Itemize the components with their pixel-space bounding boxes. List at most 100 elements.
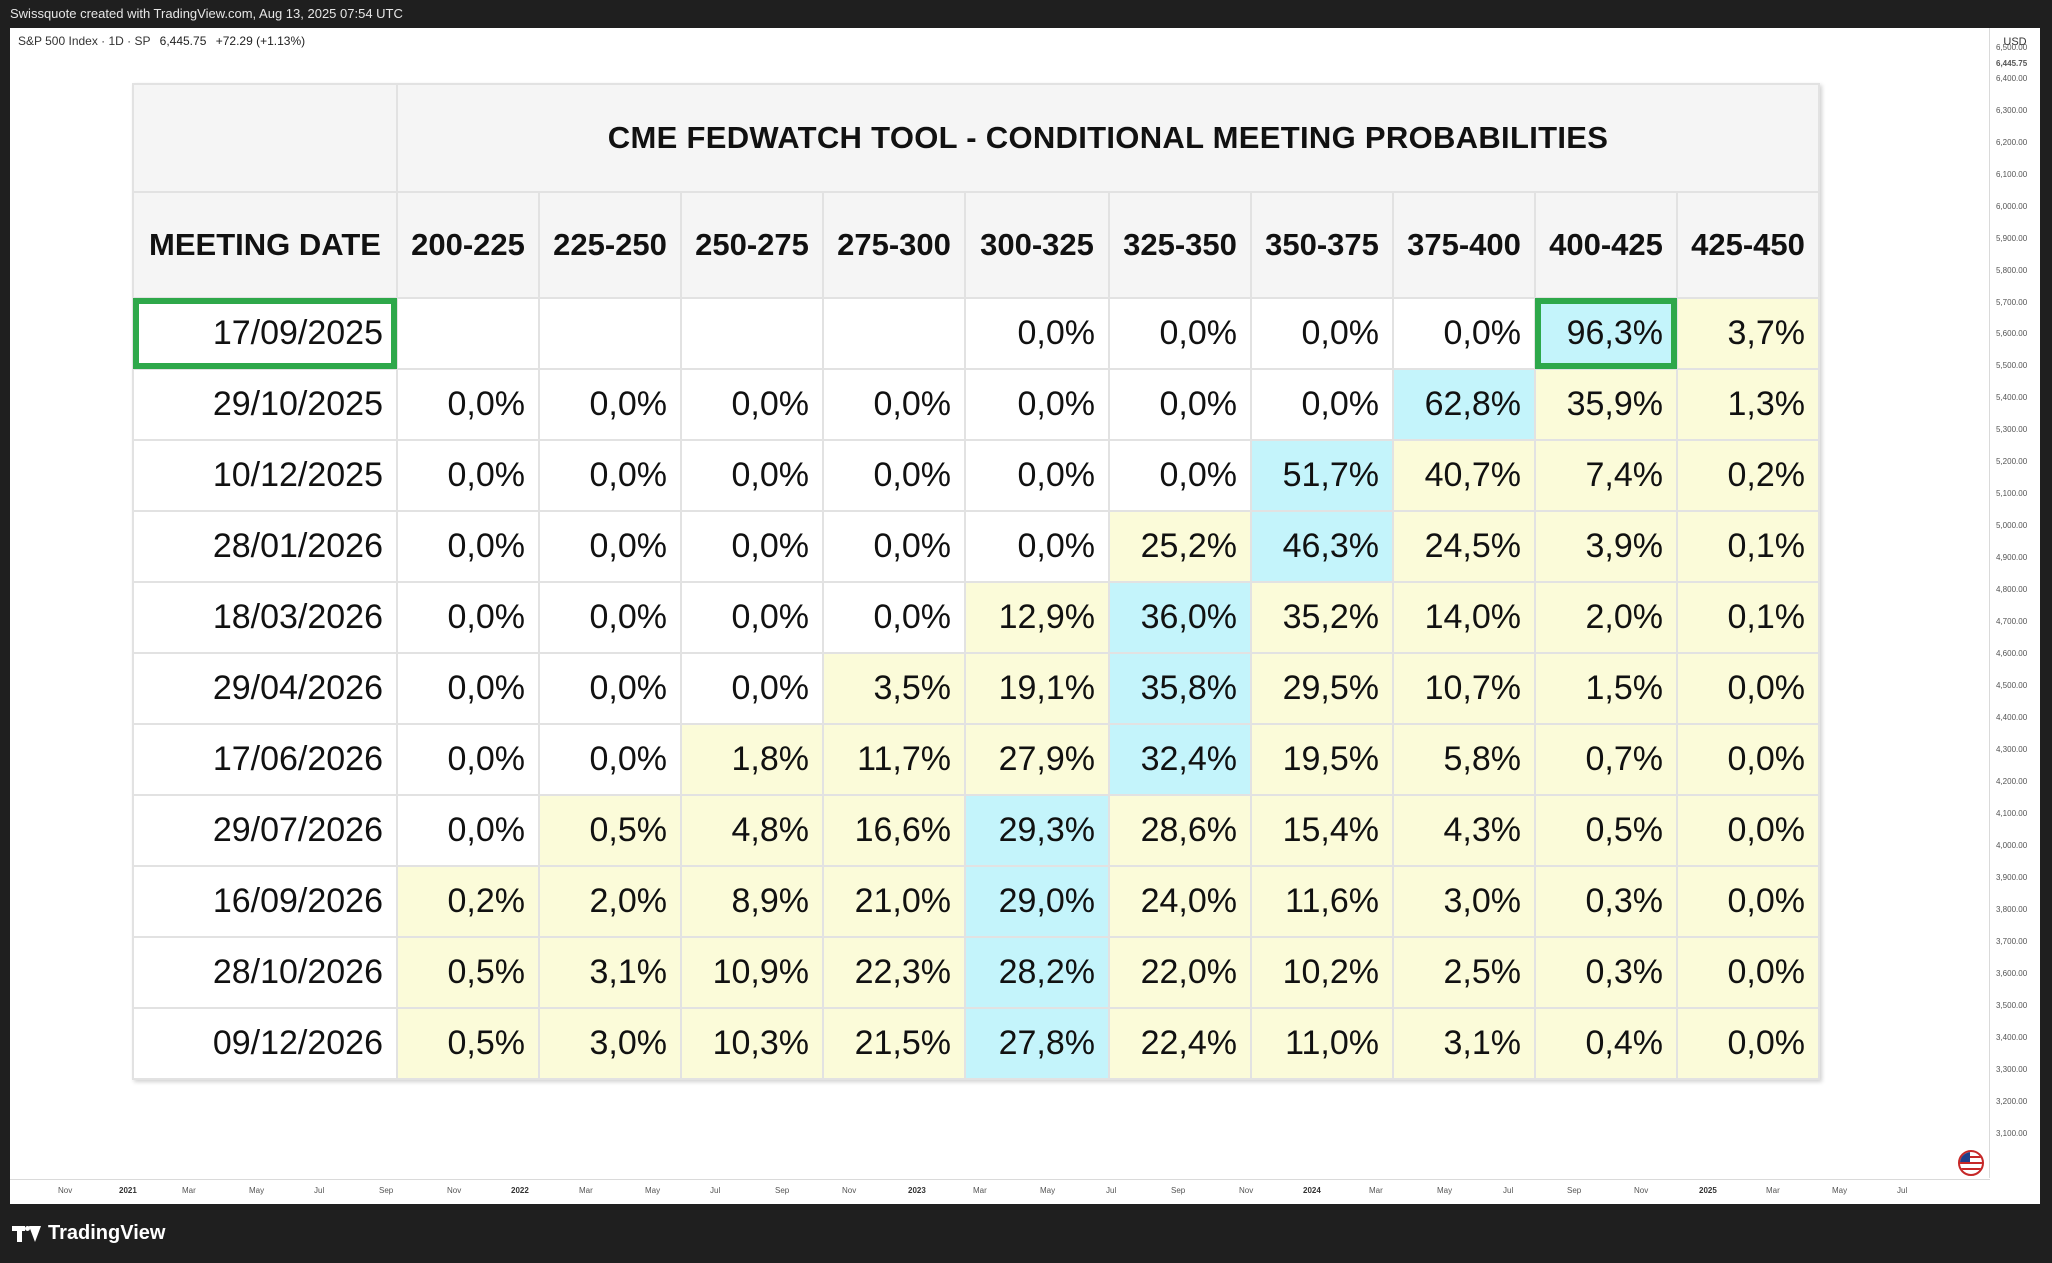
time-tick: May <box>249 1186 265 1195</box>
probability-cell: 0,0% <box>680 439 824 512</box>
probability-cell: 19,1% <box>964 652 1110 725</box>
time-tick: Nov <box>842 1186 857 1195</box>
meeting-date-cell: 10/12/2025 <box>132 439 398 512</box>
meeting-date-cell: 17/09/2025 <box>132 297 398 370</box>
probability-cell: 0,0% <box>396 723 540 796</box>
probability-cell: 0,0% <box>1676 1007 1820 1080</box>
time-tick: Mar <box>579 1186 593 1195</box>
attribution-text: Swissquote created with TradingView.com,… <box>10 6 403 21</box>
probability-cell: 0,0% <box>1250 368 1394 441</box>
probability-cell: 0,5% <box>396 1007 540 1080</box>
time-tick: Jul <box>314 1186 325 1195</box>
time-tick: 2022 <box>511 1186 529 1195</box>
symbol-name: S&P 500 Index · 1D · SP <box>18 34 151 48</box>
probability-cell: 0,1% <box>1676 510 1820 583</box>
time-axis[interactable]: Nov 2021 Mar May Jul Sep Nov 2022 Mar May Jul Sep No… <box>10 1179 1990 1204</box>
probability-cell: 0,5% <box>538 794 682 867</box>
attribution-bar: Swissquote created with TradingView.com,… <box>0 0 2052 28</box>
probability-cell: 8,9% <box>680 865 824 938</box>
time-tick: Sep <box>775 1186 790 1195</box>
price-tick: 3,100.00 <box>1996 1129 2028 1138</box>
rate-range-header: 400-425 <box>1534 191 1678 299</box>
price-tick: 3,900.00 <box>1996 873 2028 882</box>
probability-cell: 22,0% <box>1108 936 1252 1009</box>
meeting-date-cell: 09/12/2026 <box>132 1007 398 1080</box>
time-tick: Sep <box>1171 1186 1186 1195</box>
probability-cell: 0,0% <box>1108 297 1252 370</box>
price-tick: 5,600.00 <box>1996 329 2028 338</box>
time-tick: May <box>1437 1186 1453 1195</box>
probability-cell: 4,3% <box>1392 794 1536 867</box>
meeting-date-cell: 17/06/2026 <box>132 723 398 796</box>
probability-cell: 3,7% <box>1676 297 1820 370</box>
table-row: 29/04/2026 0,0% 0,0% 0,0% 3,5% 19,1% 35,8% 29,5… <box>132 652 1820 725</box>
price-tick: 4,700.00 <box>1996 617 2028 626</box>
probability-cell: 3,9% <box>1534 510 1678 583</box>
price-tick: 6,300.00 <box>1996 106 2028 115</box>
probability-cell: 2,5% <box>1392 936 1536 1009</box>
table-row: 17/09/2025 0,0% 0,0% 0,0% 0,0% 96,3% 3,7% <box>132 297 1820 370</box>
probability-cell: 1,3% <box>1676 368 1820 441</box>
price-tick: 4,400.00 <box>1996 713 2028 722</box>
rate-range-header: 200-225 <box>396 191 540 299</box>
probability-cell: 0,0% <box>396 652 540 725</box>
probability-cell: 0,0% <box>538 439 682 512</box>
probability-cell: 0,0% <box>964 297 1110 370</box>
price-tick: 5,400.00 <box>1996 393 2028 402</box>
price-tick: 6,445.75 <box>1996 59 2028 68</box>
probability-cell: 0,7% <box>1534 723 1678 796</box>
time-tick: Jul <box>1106 1186 1117 1195</box>
price-tick: 4,100.00 <box>1996 809 2028 818</box>
price-tick: 6,100.00 <box>1996 170 2028 179</box>
meeting-date-cell: 28/01/2026 <box>132 510 398 583</box>
probability-cell: 0,0% <box>680 510 824 583</box>
probability-cell: 46,3% <box>1250 510 1394 583</box>
price-tick: 4,800.00 <box>1996 585 2028 594</box>
tradingview-logo[interactable]: TradingView <box>12 1222 165 1245</box>
probability-cell: 10,7% <box>1392 652 1536 725</box>
table-row: 17/06/2026 0,0% 0,0% 1,8% 11,7% 27,9% 32,4% 19,… <box>132 723 1820 796</box>
probability-cell: 51,7% <box>1250 439 1394 512</box>
table-corner <box>132 83 398 193</box>
probability-cell: 0,0% <box>822 510 966 583</box>
probability-cell: 10,2% <box>1250 936 1394 1009</box>
probability-cell: 19,5% <box>1250 723 1394 796</box>
probability-cell: 10,9% <box>680 936 824 1009</box>
probability-cell <box>680 297 824 370</box>
probability-cell: 3,1% <box>538 936 682 1009</box>
time-tick: Nov <box>1239 1186 1254 1195</box>
probability-cell: 2,0% <box>538 865 682 938</box>
probability-cell: 35,8% <box>1108 652 1252 725</box>
probability-cell: 3,1% <box>1392 1007 1536 1080</box>
symbol-legend[interactable]: S&P 500 Index · 1D · SP 6,445.75 +72.29 … <box>18 34 305 48</box>
probability-cell: 62,8% <box>1392 368 1536 441</box>
probability-cell: 1,5% <box>1534 652 1678 725</box>
price-tick: 3,400.00 <box>1996 1033 2028 1042</box>
table-row: 16/09/2026 0,2% 2,0% 8,9% 21,0% 29,0% 24,0% 11,… <box>132 865 1820 938</box>
probability-cell: 29,0% <box>964 865 1110 938</box>
price-tick: 5,900.00 <box>1996 234 2028 243</box>
probability-cell: 0,0% <box>538 510 682 583</box>
rate-range-header: 425-450 <box>1676 191 1820 299</box>
probability-cell: 5,8% <box>1392 723 1536 796</box>
probability-cell: 0,0% <box>822 368 966 441</box>
probability-cell: 96,3% <box>1534 297 1678 370</box>
meeting-date-cell: 16/09/2026 <box>132 865 398 938</box>
probability-cell: 0,1% <box>1676 581 1820 654</box>
probability-cell <box>822 297 966 370</box>
price-tick: 6,500.00 <box>1996 43 2028 52</box>
meeting-date-cell: 18/03/2026 <box>132 581 398 654</box>
probability-cell: 28,6% <box>1108 794 1252 867</box>
probability-cell: 0,0% <box>1676 723 1820 796</box>
probability-cell: 29,3% <box>964 794 1110 867</box>
time-tick: 2025 <box>1699 1186 1717 1195</box>
price-axis[interactable]: USD 6,500.00 6,445.75 6,400.00 6,300.00 6,20… <box>1989 28 2040 1178</box>
probability-cell <box>538 297 682 370</box>
table-row: 29/10/2025 0,0% 0,0% 0,0% 0,0% 0,0% 0,0% 0,0% 62… <box>132 368 1820 441</box>
probability-cell: 0,0% <box>680 652 824 725</box>
price-tick: 4,300.00 <box>1996 745 2028 754</box>
price-tick: 5,000.00 <box>1996 521 2028 530</box>
rate-range-header: 225-250 <box>538 191 682 299</box>
time-tick: 2021 <box>119 1186 137 1195</box>
us-flag-icon[interactable] <box>1958 1150 1984 1176</box>
